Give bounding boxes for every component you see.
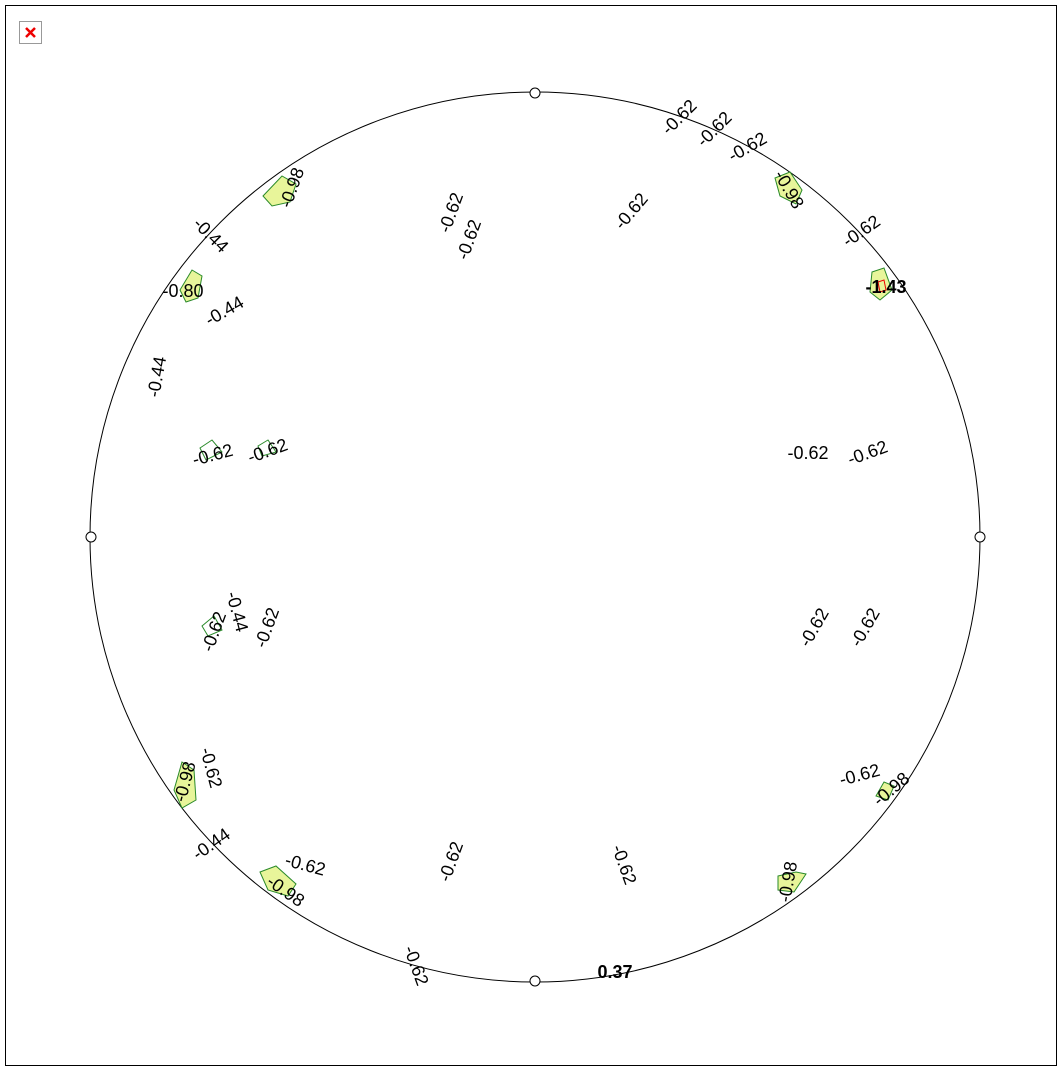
contour-label: -0.80	[162, 281, 203, 301]
frame	[5, 5, 1057, 1066]
contour-label: -0.62	[787, 443, 828, 463]
broken-image-icon	[19, 21, 42, 44]
boundary-nodes	[85, 87, 986, 987]
contour-label: 0.37	[597, 962, 632, 982]
contour-peak	[877, 279, 887, 293]
contour-blobs	[173, 171, 895, 897]
contour-label: -1.43	[865, 277, 906, 297]
